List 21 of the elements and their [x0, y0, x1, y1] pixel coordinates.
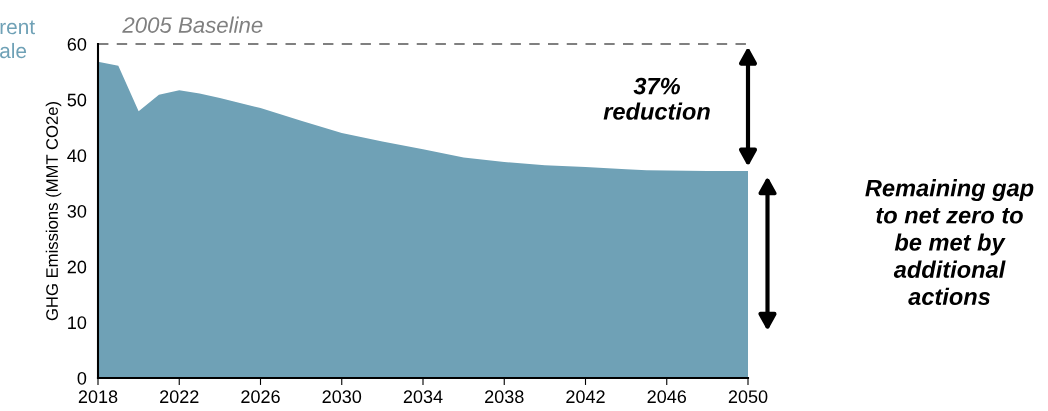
ref-line-label: 2005 Baseline: [122, 16, 263, 33]
y-tick-label: 40: [67, 149, 87, 163]
y-tick-label: 0: [77, 371, 87, 385]
x-tick-label: 2026: [241, 390, 280, 404]
x-tick-label: 2046: [647, 390, 687, 404]
y-tick-label: 50: [67, 93, 87, 107]
x-tick-label: 2050: [728, 390, 768, 404]
y-axis-title: GHG Emissions (MMT CO2e): [45, 101, 62, 321]
x-tick-label: 2034: [403, 390, 443, 404]
y-tick-label: 60: [67, 37, 87, 51]
text: rent ale: [0, 20, 35, 59]
x-tick-label: 2038: [485, 390, 524, 404]
x-tick-label: 2018: [78, 390, 118, 404]
annotation: 37% reduction: [603, 77, 710, 120]
x-tick-label: 2022: [160, 390, 199, 404]
y-tick-label: 30: [67, 204, 87, 218]
y-tick-label: 10: [68, 316, 87, 330]
y-tick-label: 20: [67, 260, 87, 274]
x-tick-label: 2030: [322, 390, 362, 404]
text: Remaining gap to net zero to be met by additional actions: [865, 179, 1034, 306]
x-tick-label: 2042: [566, 390, 605, 404]
